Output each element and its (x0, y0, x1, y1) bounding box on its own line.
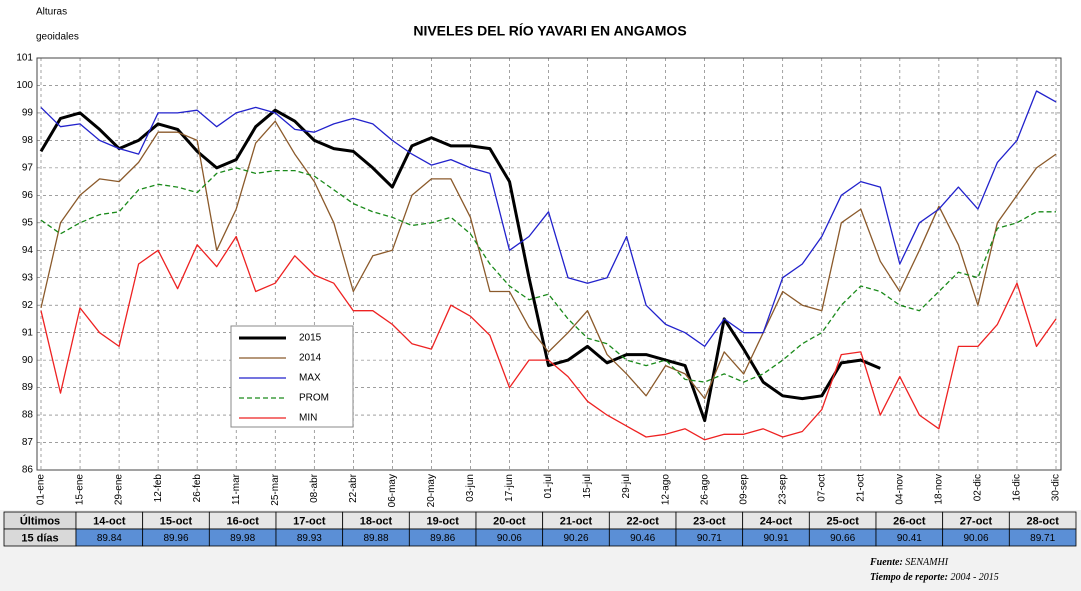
legend-label: 2015 (299, 333, 322, 344)
x-tick-label: 29-jul (621, 474, 632, 498)
date-value: 90.41 (897, 533, 922, 544)
y-tick-label: 96 (22, 190, 34, 201)
date-value: 89.88 (363, 533, 388, 544)
series-line (40, 90, 1057, 348)
date-header: 25-oct (826, 515, 859, 527)
x-tick-label: 26-feb (192, 474, 203, 503)
source: Fuente: SENAMHI (869, 557, 949, 568)
x-tick-label: 15-jul (582, 474, 593, 498)
y-tick-label: 92 (22, 300, 34, 311)
y-label: geoidales (36, 32, 79, 43)
report: Tiempo de reporte: 2004 - 2015 (870, 572, 999, 583)
source-label: Fuente: (869, 557, 903, 568)
x-tick-label: 20-may (426, 474, 437, 507)
x-tick-label: 01-ene (36, 474, 47, 506)
series-line (40, 235, 1057, 441)
y-tick-label: 90 (22, 355, 34, 366)
x-tick-label: 21-oct (855, 474, 866, 502)
date-value: 90.06 (963, 533, 988, 544)
date-header: 16-oct (226, 515, 259, 527)
date-header: 22-oct (626, 515, 659, 527)
y-tick-label: 100 (16, 80, 33, 91)
x-tick-label: 29-ene (114, 474, 125, 506)
y-tick-label: 86 (22, 465, 34, 476)
y-tick-label: 99 (22, 108, 34, 119)
chart-background (0, 0, 1081, 510)
date-value: 90.06 (497, 533, 522, 544)
date-header: 17-oct (293, 515, 326, 527)
date-value: 90.71 (697, 533, 722, 544)
date-header: 27-oct (960, 515, 993, 527)
y-tick-label: 98 (22, 135, 34, 146)
x-tick-label: 08-abr (309, 473, 320, 503)
report-value: 2004 - 2015 (950, 572, 998, 583)
date-value: 89.86 (430, 533, 455, 544)
y-label: Alturas (36, 7, 67, 18)
x-tick-label: 09-sep (738, 474, 749, 505)
x-tick-label: 04-nov (894, 474, 905, 505)
series-line (40, 167, 1056, 383)
row-label: Últimos (20, 514, 60, 527)
y-tick-label: 95 (22, 217, 34, 228)
x-tick-label: 12-ago (660, 474, 671, 506)
date-header: 15-oct (160, 515, 193, 527)
source-value: SENAMHI (905, 557, 948, 568)
y-tick-label: 93 (22, 272, 34, 283)
y-tick-label: 91 (22, 327, 34, 338)
x-tick-label: 18-nov (934, 474, 945, 505)
legend-label: MIN (299, 413, 317, 424)
x-tick-label: 26-ago (699, 474, 710, 506)
y-tick-label: 89 (22, 382, 34, 393)
date-header: 21-oct (560, 515, 593, 527)
legend-label: MAX (299, 373, 321, 384)
date-value: 89.96 (163, 533, 188, 544)
row-label: 15 días (21, 532, 58, 544)
value-cell (1008, 528, 1077, 547)
x-tick-label: 16-dic (1012, 474, 1023, 501)
chart-title: NIVELES DEL RÍO YAVARI EN ANGAMOS (413, 23, 686, 39)
x-tick-label: 23-sep (777, 474, 788, 505)
x-tick-label: 25-mar (270, 473, 281, 505)
date-header: 19-oct (426, 515, 459, 527)
date-value: 90.66 (830, 533, 855, 544)
legend-label: 2014 (299, 353, 322, 364)
legend (230, 325, 354, 428)
date-header: 23-oct (693, 515, 726, 527)
x-tick-label: 17-jun (504, 474, 515, 502)
y-tick-label: 87 (22, 437, 34, 448)
y-tick-label: 94 (22, 245, 34, 256)
report-label: Tiempo de reporte: (870, 572, 948, 583)
legend-label: PROM (299, 393, 329, 404)
x-tick-label: 12-feb (153, 474, 164, 503)
date-header: 26-oct (893, 515, 926, 527)
x-tick-label: 03-jun (465, 474, 476, 502)
date-value: 89.98 (230, 533, 255, 544)
plot-border (36, 57, 1062, 471)
y-tick-label: 97 (22, 163, 34, 174)
date-header: 28-oct (1026, 515, 1059, 527)
x-tick-label: 22-abr (348, 473, 359, 503)
y-tick-label: 101 (16, 53, 33, 64)
x-tick-label: 11-mar (231, 473, 242, 505)
x-tick-label: 02-dic (973, 474, 984, 501)
date-header: 14-oct (93, 515, 126, 527)
date-header: 18-oct (360, 515, 393, 527)
y-tick-label: 88 (22, 410, 34, 421)
date-header: 24-oct (760, 515, 793, 527)
date-value: 89.93 (297, 533, 322, 544)
x-tick-label: 06-may (387, 474, 398, 507)
x-tick-label: 01-jul (543, 474, 554, 498)
date-value: 90.46 (630, 533, 655, 544)
date-value: 89.71 (1030, 533, 1055, 544)
x-tick-label: 07-oct (816, 474, 827, 502)
date-header: 20-oct (493, 515, 526, 527)
date-value: 90.91 (763, 533, 788, 544)
x-tick-label: 30-dic (1051, 474, 1062, 501)
date-value: 90.26 (563, 533, 588, 544)
series-line (40, 120, 1057, 400)
x-tick-label: 15-ene (75, 474, 86, 506)
date-value: 89.84 (97, 533, 122, 544)
